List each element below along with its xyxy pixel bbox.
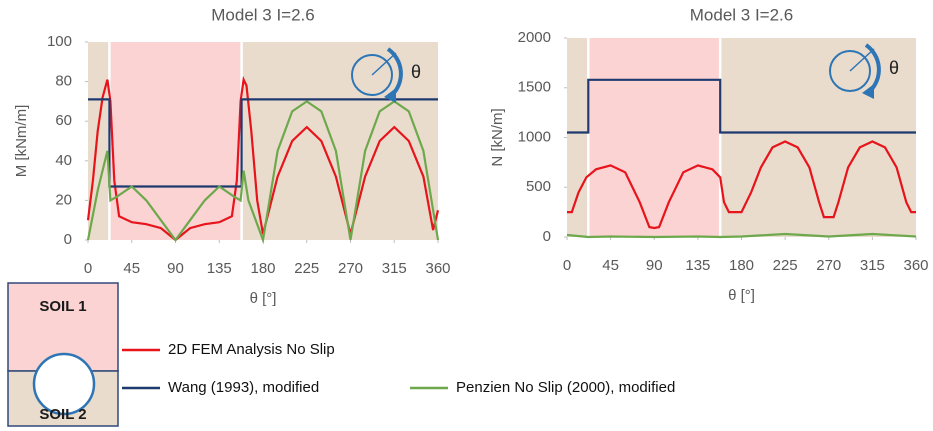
- y-tick-label: 0: [543, 228, 551, 245]
- y-tick-label: 60: [55, 112, 72, 129]
- x-tick-label: 135: [685, 257, 710, 274]
- icon-label: θ: [889, 58, 899, 78]
- y-tick-label: 500: [526, 178, 551, 195]
- y-axis-label: N [kN/m]: [489, 108, 506, 166]
- legend-label: Wang (1993), modified: [168, 379, 319, 396]
- y-tick-label: 2000: [518, 29, 551, 46]
- tunnel: [32, 352, 96, 416]
- series-line: [88, 98, 438, 188]
- icon-label: θ: [411, 62, 421, 82]
- x-tick-label: 90: [646, 257, 663, 274]
- x-tick-label: 90: [167, 260, 184, 277]
- legend-label: 2D FEM Analysis No Slip: [168, 341, 335, 358]
- x-axis-label: θ [°]: [728, 287, 755, 304]
- shaded-region: [588, 38, 721, 237]
- x-tick-label: 0: [563, 257, 571, 274]
- y-tick-label: 1000: [518, 128, 551, 145]
- rotation-icon: [351, 54, 393, 96]
- chart: Model 3 I=2.6 0 500 1000 1500 2000 0 45 90 135 180…: [489, 5, 929, 303]
- chart-title: Model 3 I=2.6: [690, 5, 794, 24]
- soil-1-label: SOIL 1: [39, 298, 86, 315]
- x-tick-label: 360: [903, 257, 928, 274]
- y-axis-label: M [kNm/m]: [13, 105, 30, 178]
- chart: Model 3 I=2.6 0 20 40 60 80 100 0 45 90 135 180 225 2…: [13, 5, 451, 306]
- rotation-icon-head: [862, 84, 874, 99]
- y-tick-label: 80: [55, 73, 72, 90]
- series-line: [86, 100, 440, 245]
- legend-label: Penzien No Slip (2000), modified: [456, 379, 675, 396]
- x-tick-label: 135: [207, 260, 232, 277]
- x-tick-label: 45: [123, 260, 140, 277]
- rotation-icon: [829, 50, 871, 92]
- x-tick-label: 0: [84, 260, 92, 277]
- y-tick-label: 1500: [518, 79, 551, 96]
- rotation-icon-axis: [371, 52, 397, 76]
- x-tick-label: 270: [338, 260, 363, 277]
- shaded-region: [109, 42, 242, 240]
- series-line: [566, 232, 917, 239]
- chart-title: Model 3 I=2.6: [211, 5, 315, 24]
- rotation-icon-axis: [849, 48, 875, 72]
- x-tick-label: 180: [250, 260, 275, 277]
- x-tick-label: 360: [425, 260, 450, 277]
- x-tick-label: 315: [860, 257, 885, 274]
- x-tick-label: 180: [729, 257, 754, 274]
- x-tick-label: 45: [602, 257, 619, 274]
- rotation-icon-head: [384, 88, 396, 103]
- y-tick-label: 20: [55, 191, 72, 208]
- x-tick-label: 270: [816, 257, 841, 274]
- x-tick-label: 315: [382, 260, 407, 277]
- soil-2-label: SOIL 2: [39, 406, 86, 423]
- y-tick-label: 100: [47, 33, 72, 50]
- y-tick-label: 0: [64, 231, 72, 248]
- series-line: [567, 140, 916, 230]
- series-line: [567, 78, 916, 134]
- x-tick-label: 225: [294, 260, 319, 277]
- x-axis-label: θ [°]: [250, 290, 277, 307]
- x-tick-label: 225: [773, 257, 798, 274]
- soil-diagram: SOIL 1 SOIL 2: [7, 282, 119, 427]
- y-tick-label: 40: [55, 152, 72, 169]
